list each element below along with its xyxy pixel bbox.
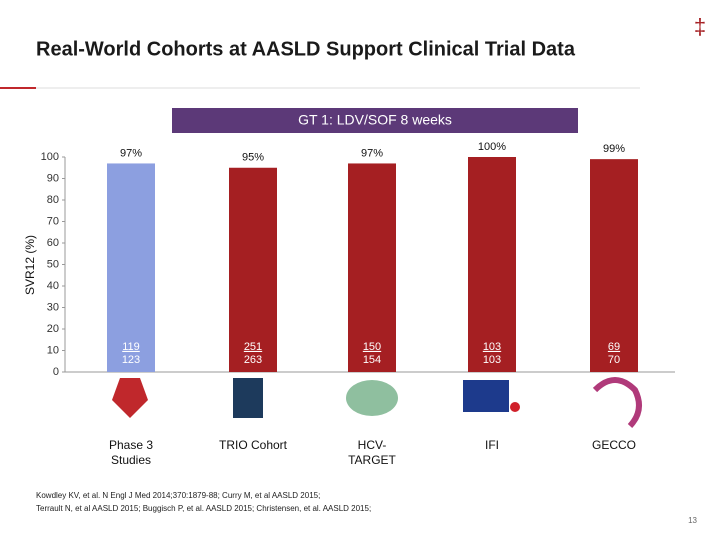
y-tick-label: 10 (47, 344, 59, 356)
y-tick-label: 90 (47, 172, 59, 184)
logo (510, 402, 520, 412)
x-tick-label: Phase 3 Studies (108, 438, 154, 467)
y-tick-label: 20 (47, 323, 59, 335)
value-label: 95% (242, 152, 264, 164)
fraction-denominator: 70 (608, 354, 620, 366)
bar (468, 157, 516, 372)
y-tick-label: 80 (47, 194, 59, 206)
logo (463, 380, 509, 412)
slide-title: Real-World Cohorts at AASLD Support Clin… (36, 38, 576, 60)
value-label: 97% (361, 147, 383, 159)
slide-mark: ‡ (694, 14, 706, 39)
x-tick-label: TRIO Cohort (218, 438, 287, 452)
value-label: 100% (478, 141, 506, 153)
y-tick-label: 50 (47, 258, 59, 270)
logo (112, 378, 148, 418)
y-tick-label: 70 (47, 215, 59, 227)
logo (346, 380, 398, 416)
bar (348, 163, 396, 372)
x-tick-label: IFI (485, 438, 499, 452)
fraction-denominator: 103 (483, 354, 501, 366)
value-label: 97% (120, 147, 142, 159)
fraction-numerator: 119 (122, 341, 140, 353)
reference: Kowdley KV, et al. N Engl J Med 2014;370… (36, 491, 320, 500)
x-tick-label: HCV-TARGET (348, 438, 396, 467)
banner (172, 108, 578, 133)
y-tick-label: 40 (47, 280, 59, 292)
fraction-numerator: 103 (483, 341, 501, 353)
fraction-numerator: 251 (244, 341, 262, 353)
y-tick-label: 100 (41, 151, 59, 163)
page-number: 13 (688, 516, 697, 525)
bar (229, 167, 277, 372)
y-tick-label: 30 (47, 301, 59, 313)
banner-text: GT 1: LDV/SOF 8 weeks (298, 112, 452, 128)
x-tick-label: GECCO (591, 438, 636, 452)
value-label: 99% (603, 143, 625, 155)
fraction-denominator: 123 (122, 354, 140, 366)
fraction-denominator: 154 (363, 354, 381, 366)
bar (107, 163, 155, 372)
fraction-numerator: 150 (363, 341, 381, 353)
logo (592, 377, 642, 429)
y-axis-label: SVR12 (%) (23, 235, 37, 295)
y-tick-label: 0 (53, 366, 59, 378)
fraction-denominator: 263 (244, 354, 262, 366)
fraction-numerator: 69 (608, 341, 620, 353)
bar (590, 159, 638, 372)
reference: Terrault N, et al AASLD 2015; Buggisch P… (36, 504, 371, 513)
logo (233, 378, 263, 418)
y-tick-label: 60 (47, 237, 59, 249)
